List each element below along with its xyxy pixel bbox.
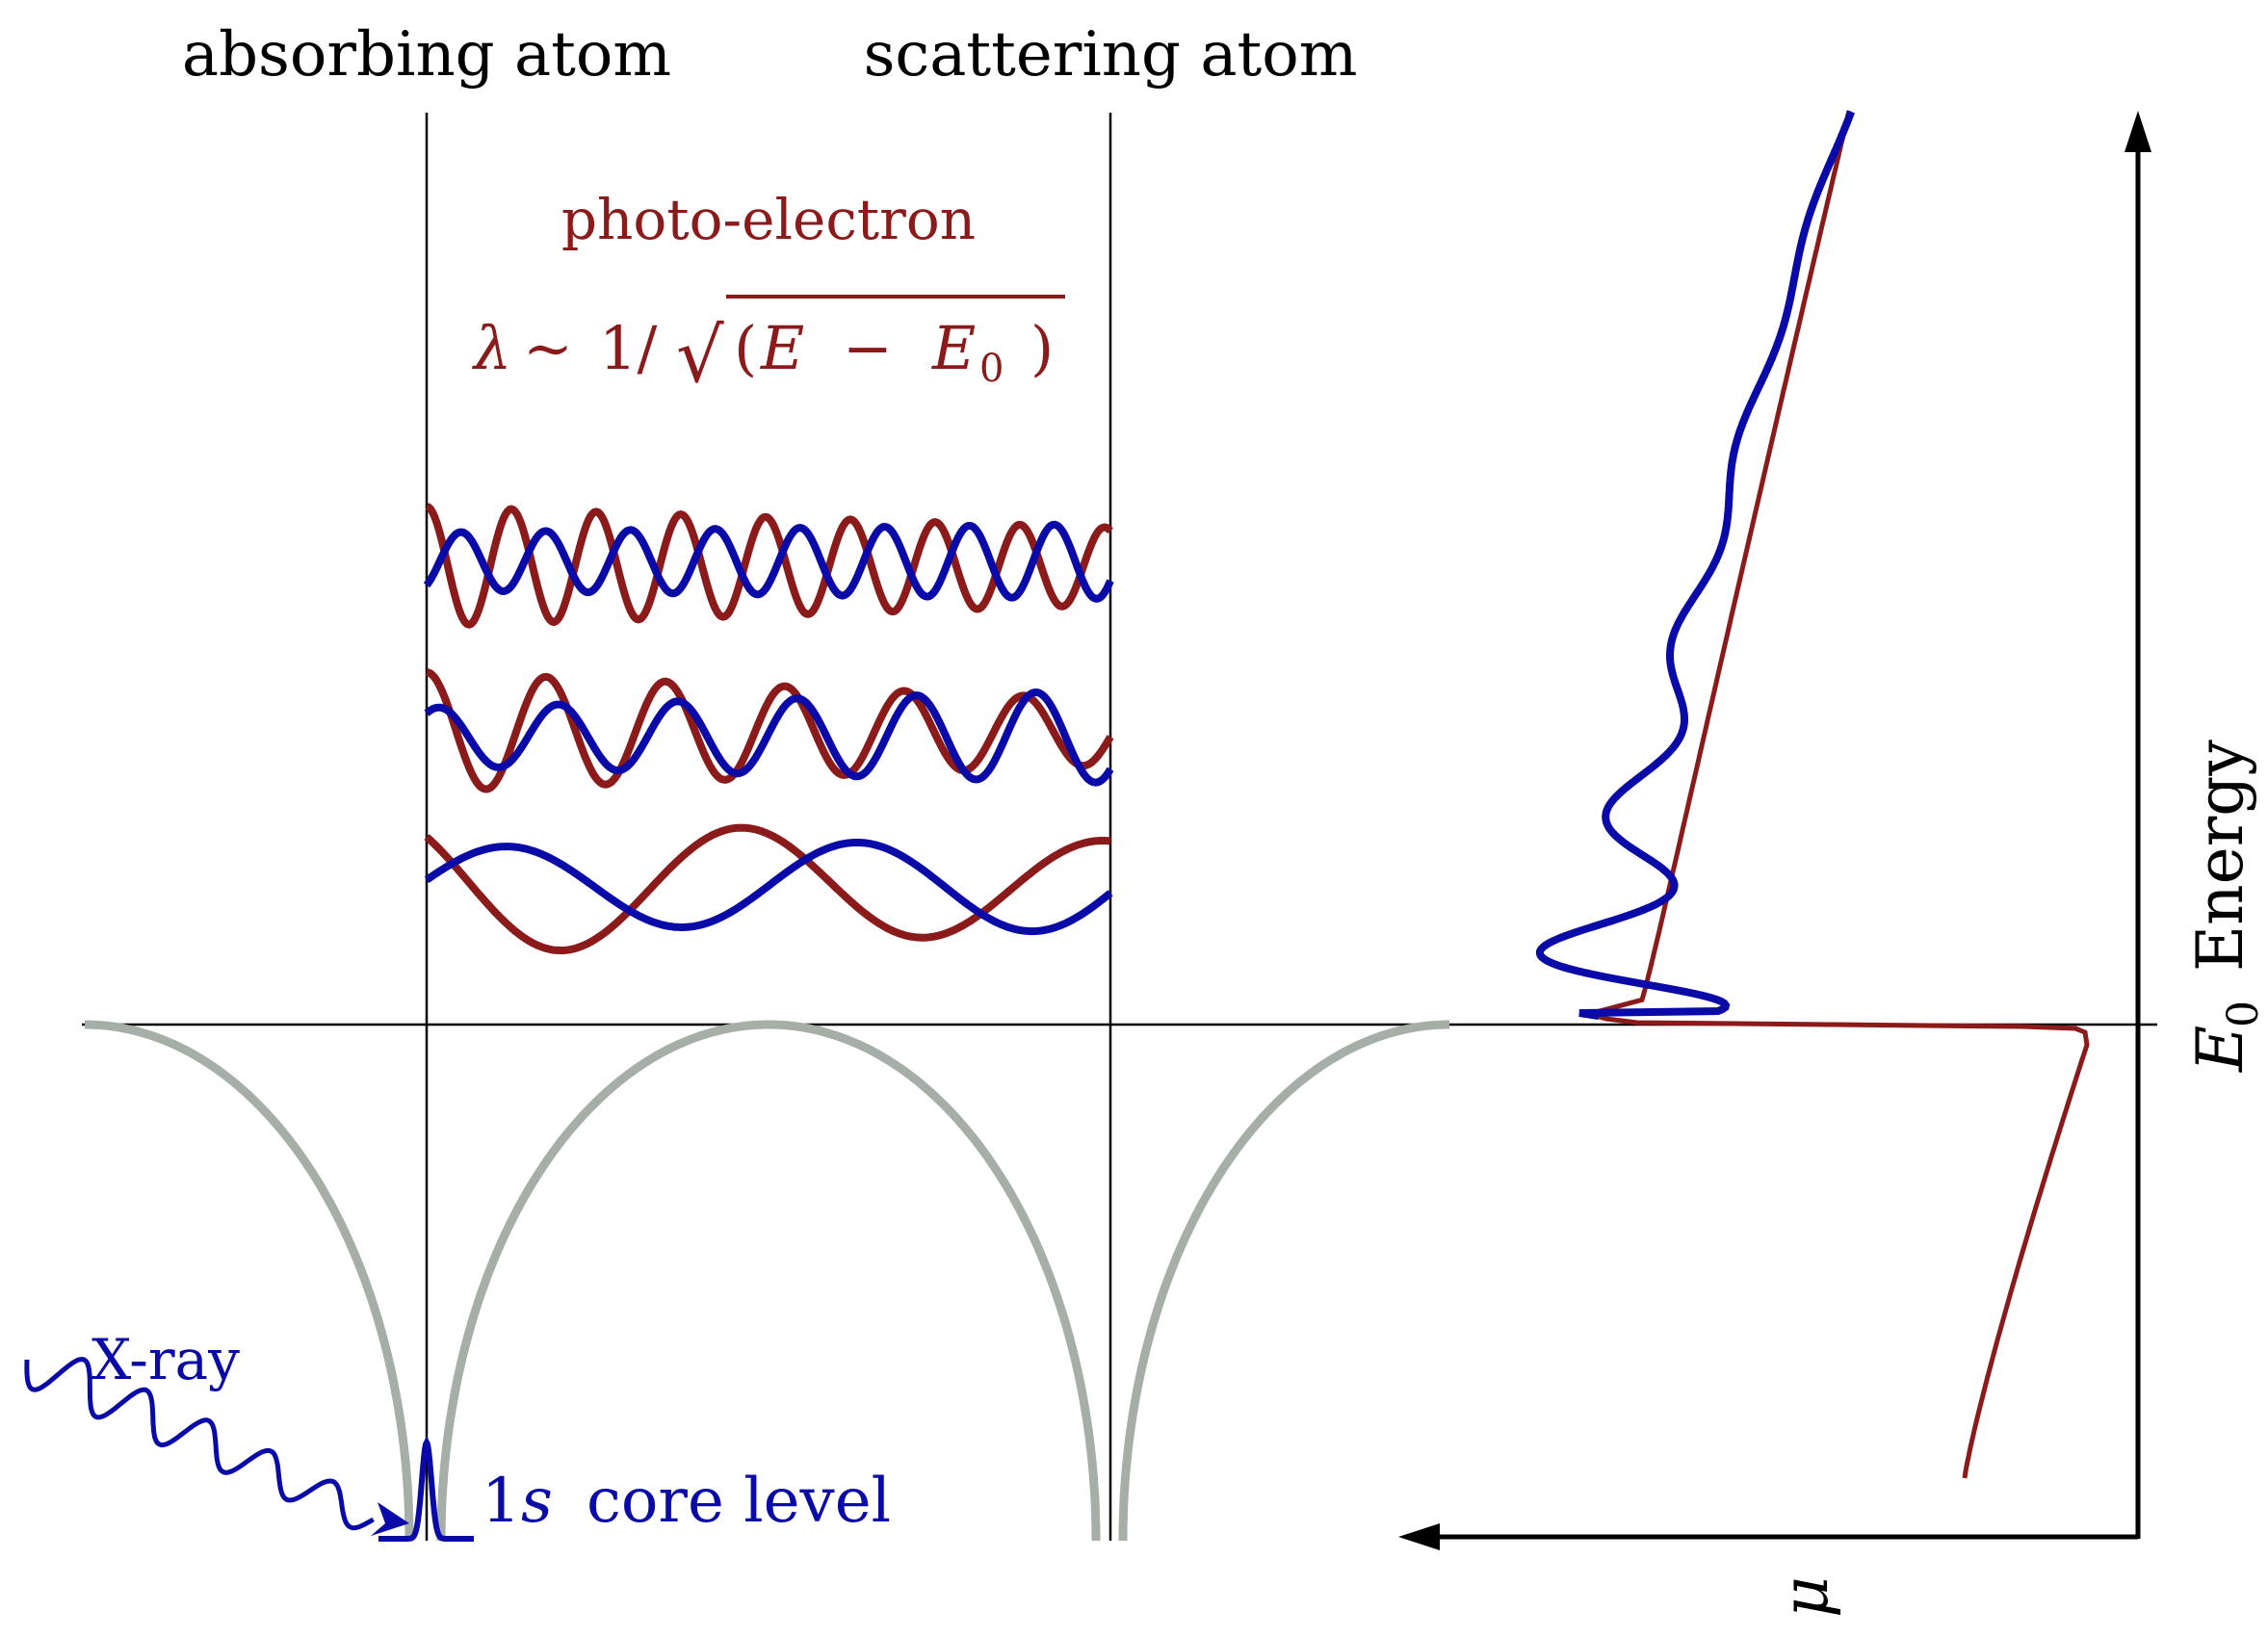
- formula-paren-close: ): [1030, 313, 1054, 383]
- core-level-number: 1: [482, 1466, 521, 1537]
- photo-electron-wave-mid-energy-outgoing: [426, 668, 1114, 793]
- xray-wave-arrow: [24, 1357, 375, 1531]
- photo-electron-wave-high-energy-backscattered: [423, 520, 1114, 603]
- formula-minus: −: [843, 313, 893, 383]
- energy-e0-subscript: 0: [2219, 1000, 2268, 1027]
- potential-well-right: [1118, 1020, 1449, 1541]
- formula-lambda: λ: [471, 313, 511, 383]
- core-level-label: 1 s core level: [482, 1466, 891, 1537]
- formula-E0: E: [931, 313, 976, 383]
- xray-arrowhead: [371, 1502, 409, 1536]
- energy-axis-arrowhead: [2125, 111, 2151, 152]
- photo-electron-wave-low-energy-backscattered: [424, 839, 1113, 936]
- photo-electron-wave-mid-energy-backscattered: [424, 688, 1114, 787]
- energy-word: Energy: [2183, 739, 2257, 972]
- wavelength-formula: λ ∼ 1/ √ ( E − E 0 ): [471, 295, 1065, 400]
- core-level-text: core level: [587, 1466, 891, 1537]
- photo-electron-wave-low-energy-outgoing: [424, 823, 1111, 954]
- core-level-orbital: s: [521, 1466, 553, 1537]
- mu-axis-label: μ: [1768, 1576, 1842, 1618]
- formula-E0-subscript: 0: [979, 347, 1004, 391]
- formula-sqrt-sign: √: [676, 313, 724, 400]
- photo-electron-label: photo-electron: [561, 187, 976, 252]
- scattering-atom-label: scattering atom: [864, 19, 1358, 91]
- core-level-peak: [378, 1436, 474, 1542]
- formula-one-over: 1/: [599, 313, 657, 383]
- photo-electron-wave-high-energy-outgoing: [425, 503, 1113, 629]
- xray-label: X-ray: [91, 1327, 240, 1392]
- xafs-oscillation-curve: [1535, 110, 1855, 1020]
- energy-e0-symbol: E: [2183, 1026, 2257, 1073]
- formula-paren-open: (: [734, 313, 757, 383]
- energy-axis-label: E 0 Energy: [2183, 739, 2268, 1073]
- mu-symbol: μ: [1768, 1576, 1842, 1618]
- formula-sim: ∼: [523, 313, 573, 383]
- potential-well-middle: [436, 1020, 1101, 1541]
- potential-well-left: [85, 1020, 414, 1541]
- absorbing-atom-label: absorbing atom: [182, 19, 671, 91]
- absorption-edge-curve: [1579, 110, 2090, 1479]
- mu-axis-arrowhead: [1398, 1523, 1440, 1550]
- formula-E: E: [760, 313, 804, 383]
